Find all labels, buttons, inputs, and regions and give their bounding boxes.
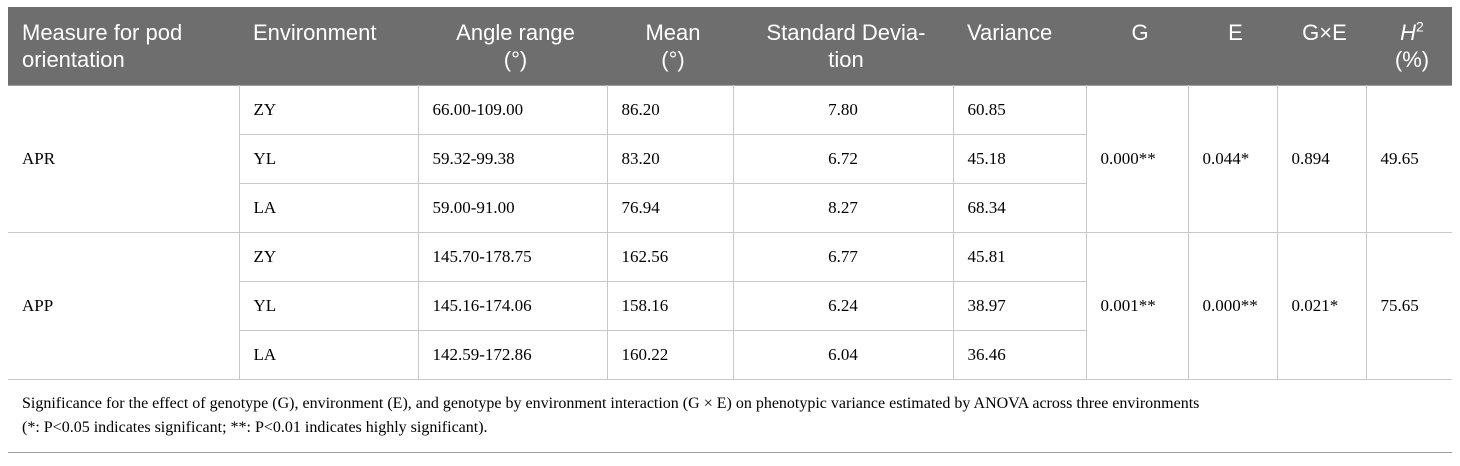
environment-cell: YL [238, 281, 419, 331]
table-container: Measure for pod orientation Environment A… [8, 7, 1452, 453]
header-measure: Measure for pod orientation [8, 7, 239, 86]
mean-cell: 86.20 [606, 85, 734, 135]
e-cell: 0.044* [1187, 85, 1278, 233]
measure-cell: APR [8, 85, 240, 233]
angle-range-cell: 59.32-99.38 [417, 134, 608, 184]
header-row: Measure for pod orientation Environment A… [8, 7, 1452, 86]
header-heritability: H2 (%) [1366, 7, 1452, 86]
footnote-line-2: (*: P<0.05 indicates significant; **: P<… [22, 419, 488, 436]
variance-cell: 45.81 [952, 232, 1087, 282]
variance-cell: 45.18 [952, 134, 1087, 184]
environment-cell: YL [238, 134, 419, 184]
mean-cell: 76.94 [606, 183, 734, 233]
gxe-cell: 0.021* [1276, 232, 1367, 380]
header-environment: Environment [239, 7, 418, 86]
table-row: YL 59.32-99.38 83.20 6.72 45.18 [8, 134, 1452, 184]
sd-cell: 6.24 [732, 281, 954, 331]
sd-cell: 8.27 [732, 183, 954, 233]
table-row: LA 59.00-91.00 76.94 8.27 68.34 [8, 183, 1452, 233]
sd-cell: 6.04 [732, 330, 954, 380]
mean-cell: 162.56 [606, 232, 734, 282]
angle-range-cell: 66.00-109.00 [417, 85, 608, 135]
mean-cell: 83.20 [606, 134, 734, 184]
sd-cell: 7.80 [732, 85, 954, 135]
table-footnote: Significance for the effect of genotype … [8, 379, 1452, 453]
header-mean: Mean (°) [607, 7, 733, 86]
h2-cell: 75.65 [1365, 232, 1452, 380]
sd-cell: 6.77 [732, 232, 954, 282]
environment-cell: LA [238, 183, 419, 233]
footnote-row: Significance for the effect of genotype … [8, 379, 1452, 453]
environment-cell: ZY [238, 85, 419, 135]
environment-cell: LA [238, 330, 419, 380]
header-angle-range: Angle range (°) [418, 7, 607, 86]
variance-cell: 68.34 [952, 183, 1087, 233]
data-table: Measure for pod orientation Environment A… [8, 7, 1452, 453]
table-row: LA 142.59-172.86 160.22 6.04 36.46 [8, 330, 1452, 380]
measure-cell: APP [8, 232, 240, 380]
footnote-line-1: Significance for the effect of genotype … [22, 395, 1200, 412]
header-gxe: G×E [1277, 7, 1366, 86]
g-cell: 0.001** [1085, 232, 1189, 380]
e-cell: 0.000** [1187, 232, 1278, 380]
variance-cell: 38.97 [952, 281, 1087, 331]
table-row: YL 145.16-174.06 158.16 6.24 38.97 [8, 281, 1452, 331]
angle-range-cell: 142.59-172.86 [417, 330, 608, 380]
mean-cell: 158.16 [606, 281, 734, 331]
header-g: G [1086, 7, 1188, 86]
variance-cell: 60.85 [952, 85, 1087, 135]
header-variance: Variance [953, 7, 1086, 86]
header-e: E [1188, 7, 1277, 86]
h2-cell: 49.65 [1365, 85, 1452, 233]
sd-cell: 6.72 [732, 134, 954, 184]
variance-cell: 36.46 [952, 330, 1087, 380]
g-cell: 0.000** [1085, 85, 1189, 233]
gxe-cell: 0.894 [1276, 85, 1367, 233]
angle-range-cell: 145.70-178.75 [417, 232, 608, 282]
angle-range-cell: 59.00-91.00 [417, 183, 608, 233]
table-row: APP ZY 145.70-178.75 162.56 6.77 45.81 0… [8, 232, 1452, 380]
header-standard-deviation: Standard Devia-tion [733, 7, 953, 86]
mean-cell: 160.22 [606, 330, 734, 380]
angle-range-cell: 145.16-174.06 [417, 281, 608, 331]
environment-cell: ZY [238, 232, 419, 282]
table-row: APR ZY 66.00-109.00 86.20 7.80 60.85 0.0… [8, 85, 1452, 233]
